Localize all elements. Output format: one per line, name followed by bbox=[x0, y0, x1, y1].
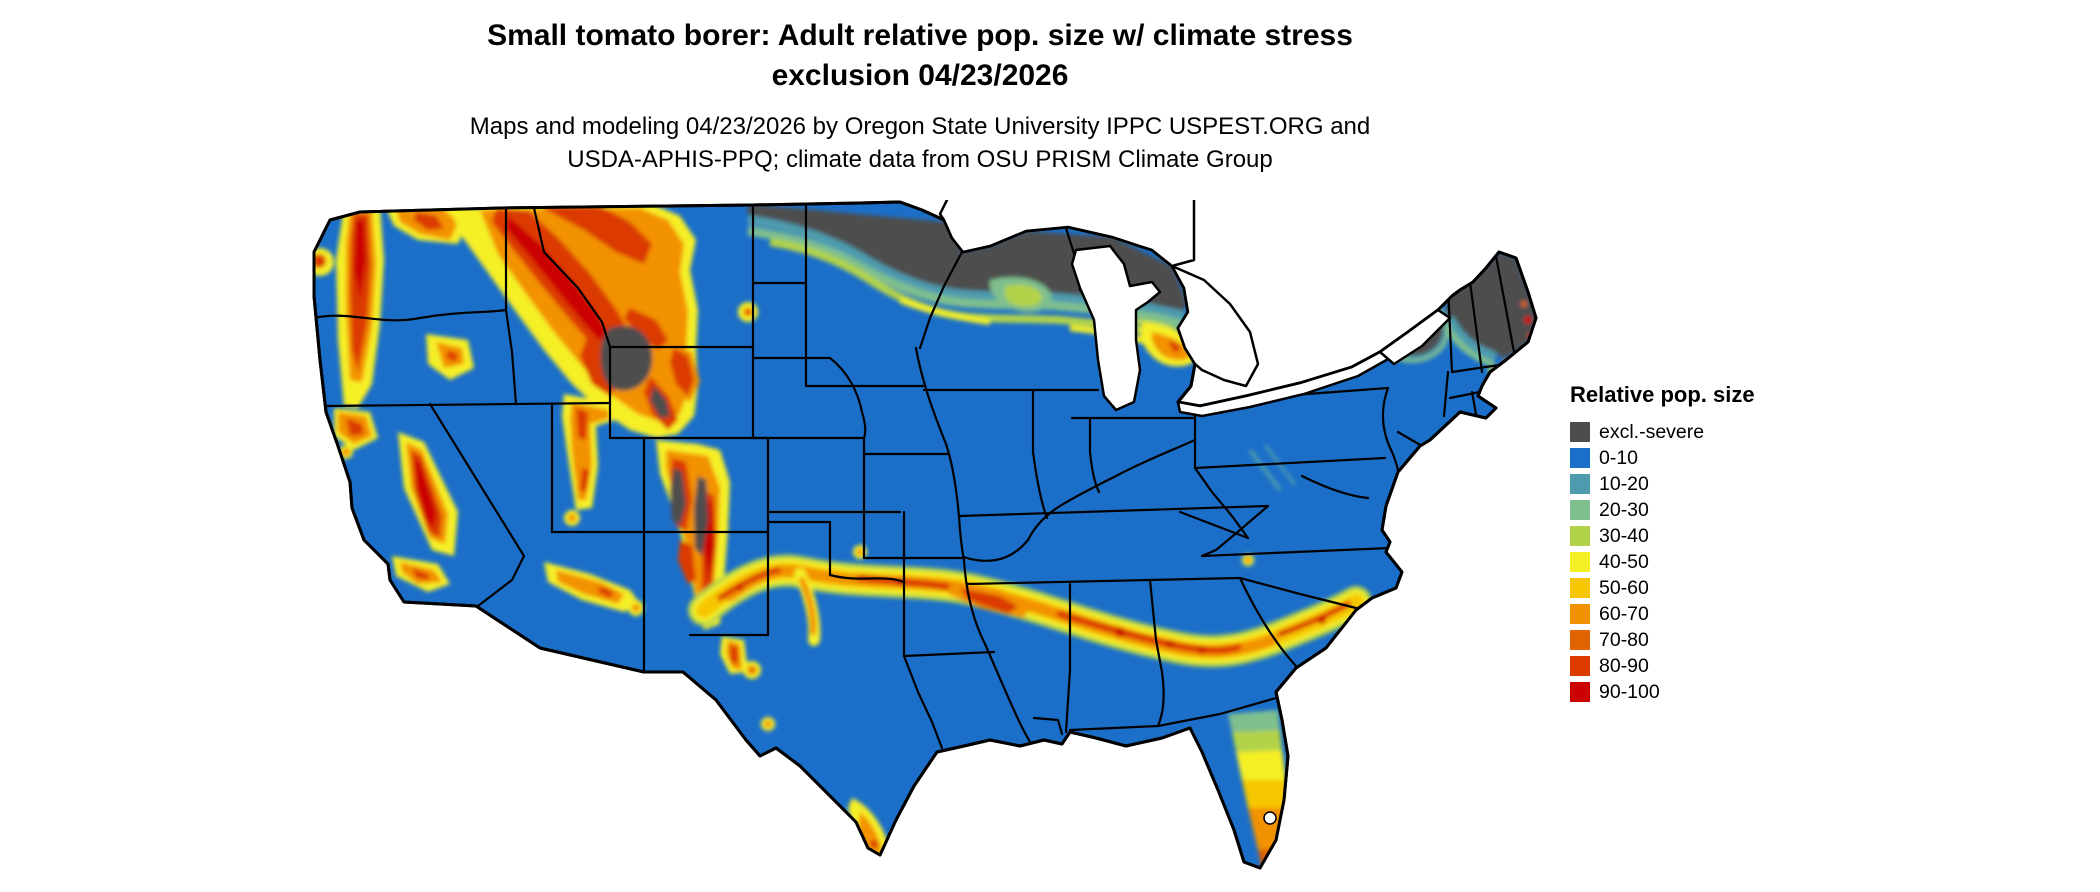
lake-huron bbox=[1170, 264, 1260, 388]
legend-swatch bbox=[1570, 500, 1590, 520]
legend-item: 50-60 bbox=[1570, 576, 1755, 599]
legend-label: 20-30 bbox=[1599, 498, 1649, 521]
us-risk-map-container bbox=[300, 192, 1540, 892]
legend-item: 0-10 bbox=[1570, 446, 1755, 469]
title-block: Small tomato borer: Adult relative pop. … bbox=[220, 16, 1620, 176]
legend-label: 90-100 bbox=[1599, 680, 1660, 703]
us-risk-map bbox=[312, 192, 1538, 870]
legend-item: 70-80 bbox=[1570, 628, 1755, 651]
map-title-line2: exclusion 04/23/2026 bbox=[771, 59, 1069, 92]
lake-ontario bbox=[1378, 308, 1452, 366]
legend-label: 10-20 bbox=[1599, 472, 1649, 495]
legend-label: 60-70 bbox=[1599, 602, 1649, 625]
legend-item: 30-40 bbox=[1570, 524, 1755, 547]
lake-okeechobee bbox=[1263, 811, 1277, 825]
legend-swatch bbox=[1570, 682, 1590, 702]
legend-swatch bbox=[1570, 604, 1590, 624]
legend-title: Relative pop. size bbox=[1570, 382, 1755, 407]
map-subtitle-line1: Maps and modeling 04/23/2026 by Oregon S… bbox=[469, 113, 1371, 140]
legend: Relative pop. size excl.-severe 0-10 10-… bbox=[1570, 382, 1755, 708]
legend-label: 40-50 bbox=[1599, 550, 1649, 573]
lake-superior bbox=[938, 192, 1196, 268]
legend-label: 50-60 bbox=[1599, 576, 1649, 599]
state-borders bbox=[314, 203, 1516, 750]
legend-item: 10-20 bbox=[1570, 472, 1755, 495]
legend-swatch bbox=[1570, 526, 1590, 546]
legend-swatch bbox=[1570, 578, 1590, 598]
legend-item: 90-100 bbox=[1570, 680, 1755, 703]
legend-item: 80-90 bbox=[1570, 654, 1755, 677]
map-subtitle-line2: USDA-APHIS-PPQ; climate data from OSU PR… bbox=[567, 146, 1273, 173]
legend-item: excl.-severe bbox=[1570, 420, 1755, 443]
legend-item: 40-50 bbox=[1570, 550, 1755, 573]
lake-michigan bbox=[1070, 244, 1162, 412]
legend-label: excl.-severe bbox=[1599, 420, 1705, 443]
legend-label: 70-80 bbox=[1599, 628, 1649, 651]
legend-swatch bbox=[1570, 448, 1590, 468]
legend-swatch bbox=[1570, 422, 1590, 442]
legend-item: 60-70 bbox=[1570, 602, 1755, 625]
legend-label: 80-90 bbox=[1599, 654, 1649, 677]
legend-item: 20-30 bbox=[1570, 498, 1755, 521]
map-title-line1: Small tomato borer: Adult relative pop. … bbox=[487, 19, 1353, 52]
legend-items: excl.-severe 0-10 10-20 20-30 30-40 40-5… bbox=[1570, 420, 1755, 703]
legend-swatch bbox=[1570, 656, 1590, 676]
legend-label: 0-10 bbox=[1599, 446, 1639, 469]
legend-label: 30-40 bbox=[1599, 524, 1649, 547]
great-lakes bbox=[938, 192, 1452, 825]
legend-swatch bbox=[1570, 630, 1590, 650]
legend-swatch bbox=[1570, 474, 1590, 494]
map-subtitle: Maps and modeling 04/23/2026 by Oregon S… bbox=[220, 110, 1620, 176]
legend-swatch bbox=[1570, 552, 1590, 572]
